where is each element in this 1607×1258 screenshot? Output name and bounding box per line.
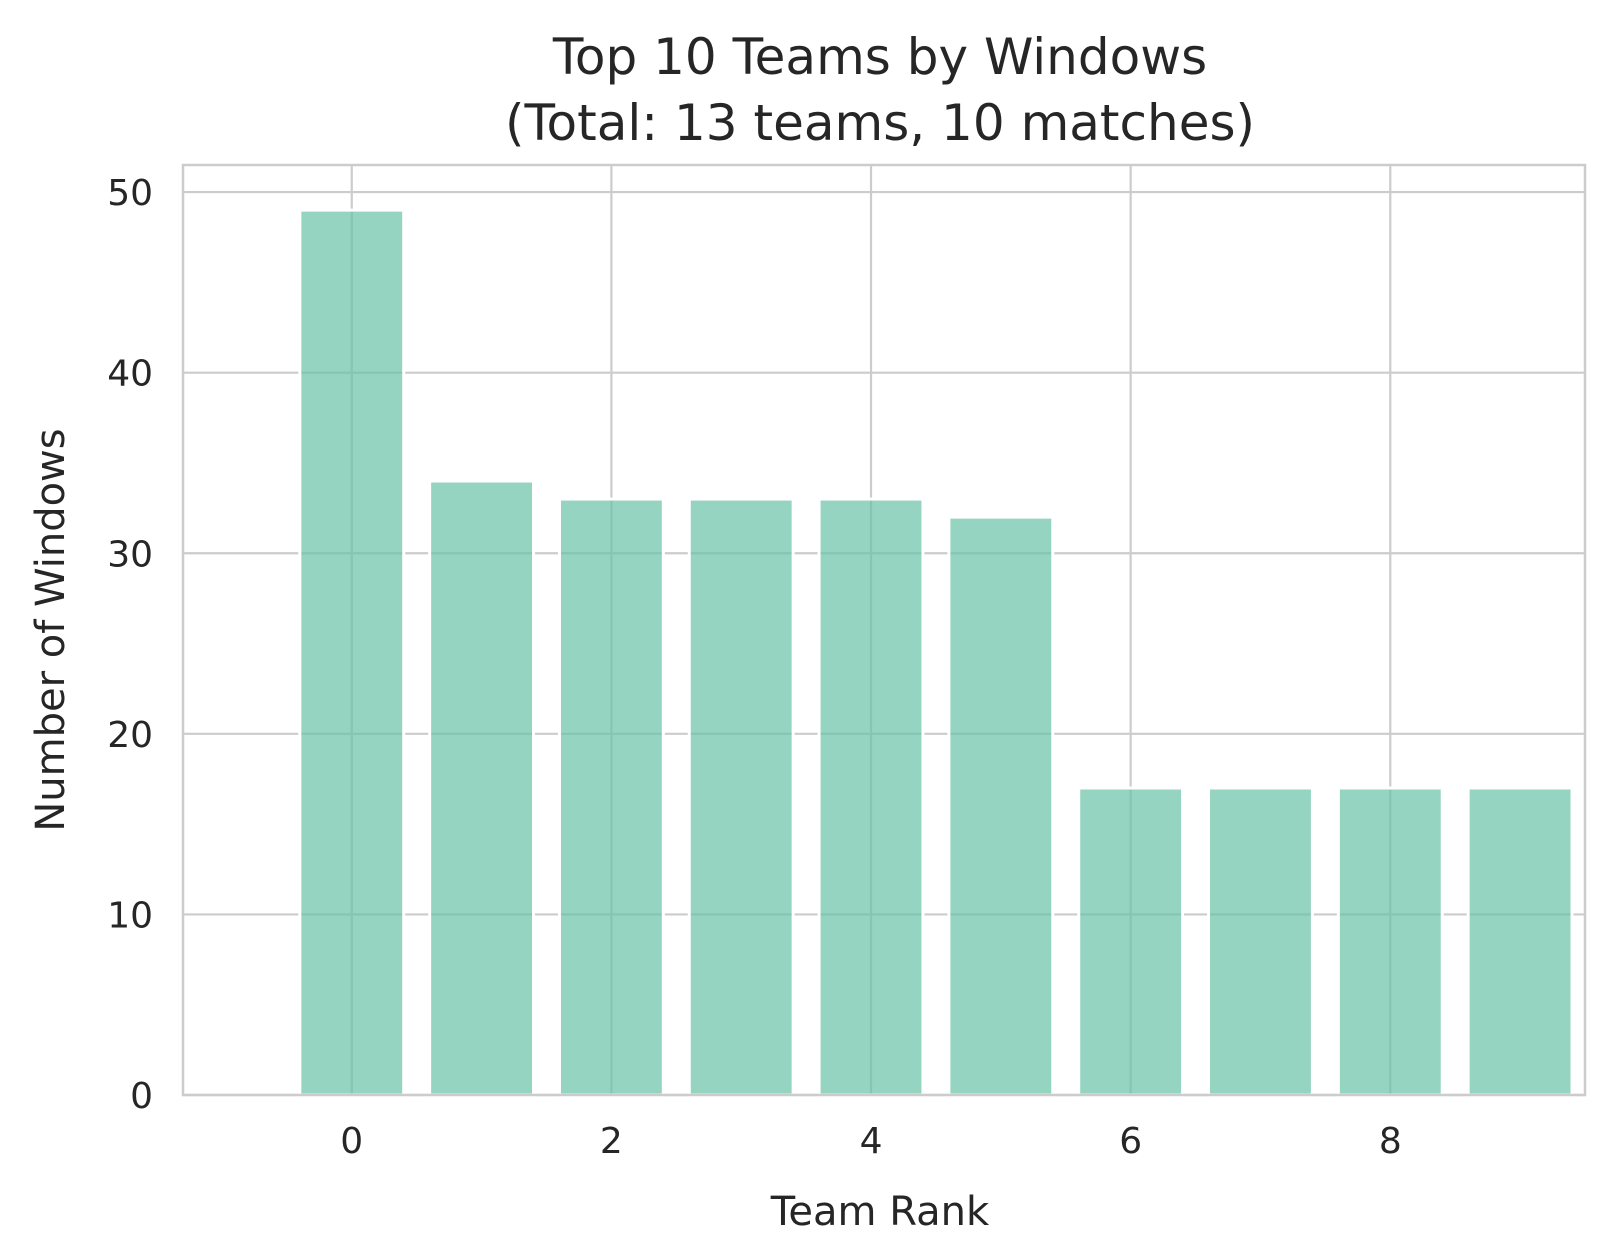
x-tick-label-8: 8 bbox=[1379, 1121, 1402, 1162]
y-tick-label-0: 0 bbox=[130, 1076, 153, 1117]
bars bbox=[298, 208, 1574, 1097]
x-axis-label: Team Rank bbox=[770, 1189, 990, 1235]
bar-rank-9 bbox=[1466, 786, 1574, 1097]
plot-frame bbox=[181, 163, 1587, 1097]
x-tick-label-4: 4 bbox=[860, 1121, 883, 1162]
bar-rank-7 bbox=[1207, 786, 1314, 1097]
bar-rank-4 bbox=[817, 497, 925, 1097]
bar-rank-3 bbox=[687, 497, 795, 1097]
x-tick-label-2: 2 bbox=[600, 1121, 623, 1162]
y-tick-label-10: 10 bbox=[107, 895, 153, 936]
y-tick-label-50: 50 bbox=[107, 173, 153, 214]
chart-subtitle: (Total: 13 teams, 10 matches) bbox=[505, 94, 1255, 152]
x-tick-labels: 0 2 4 6 8 bbox=[340, 1121, 1401, 1162]
bar-rank-6 bbox=[1077, 786, 1185, 1097]
y-tick-labels: 0 10 20 30 40 50 bbox=[107, 173, 153, 1117]
chart-title: Top 10 Teams by Windows bbox=[552, 28, 1207, 86]
y-tick-label-40: 40 bbox=[107, 354, 153, 395]
y-tick-label-30: 30 bbox=[107, 534, 153, 575]
bar-rank-0 bbox=[298, 208, 406, 1097]
bar-rank-1 bbox=[428, 479, 536, 1097]
bar-rank-2 bbox=[557, 497, 665, 1097]
bar-rank-5 bbox=[947, 515, 1055, 1097]
x-tick-label-6: 6 bbox=[1119, 1121, 1142, 1162]
y-tick-label-20: 20 bbox=[107, 715, 153, 756]
x-tick-label-0: 0 bbox=[340, 1121, 363, 1162]
bar-rank-8 bbox=[1336, 786, 1444, 1097]
y-axis-label: Number of Windows bbox=[28, 428, 74, 831]
